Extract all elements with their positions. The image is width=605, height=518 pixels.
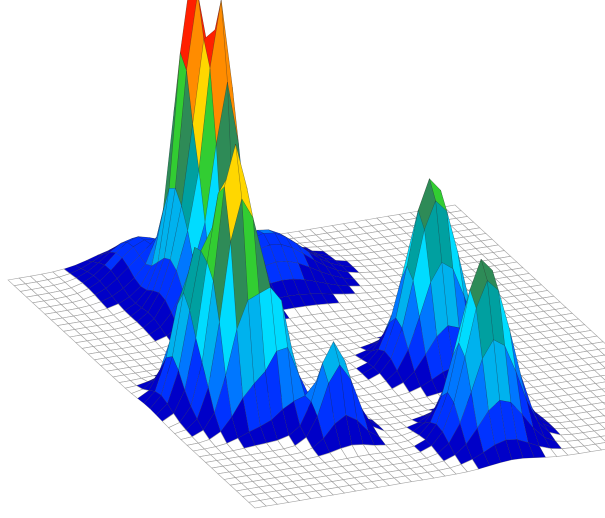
- surface-mesh: [7, 0, 605, 509]
- surface-cell: [248, 500, 267, 509]
